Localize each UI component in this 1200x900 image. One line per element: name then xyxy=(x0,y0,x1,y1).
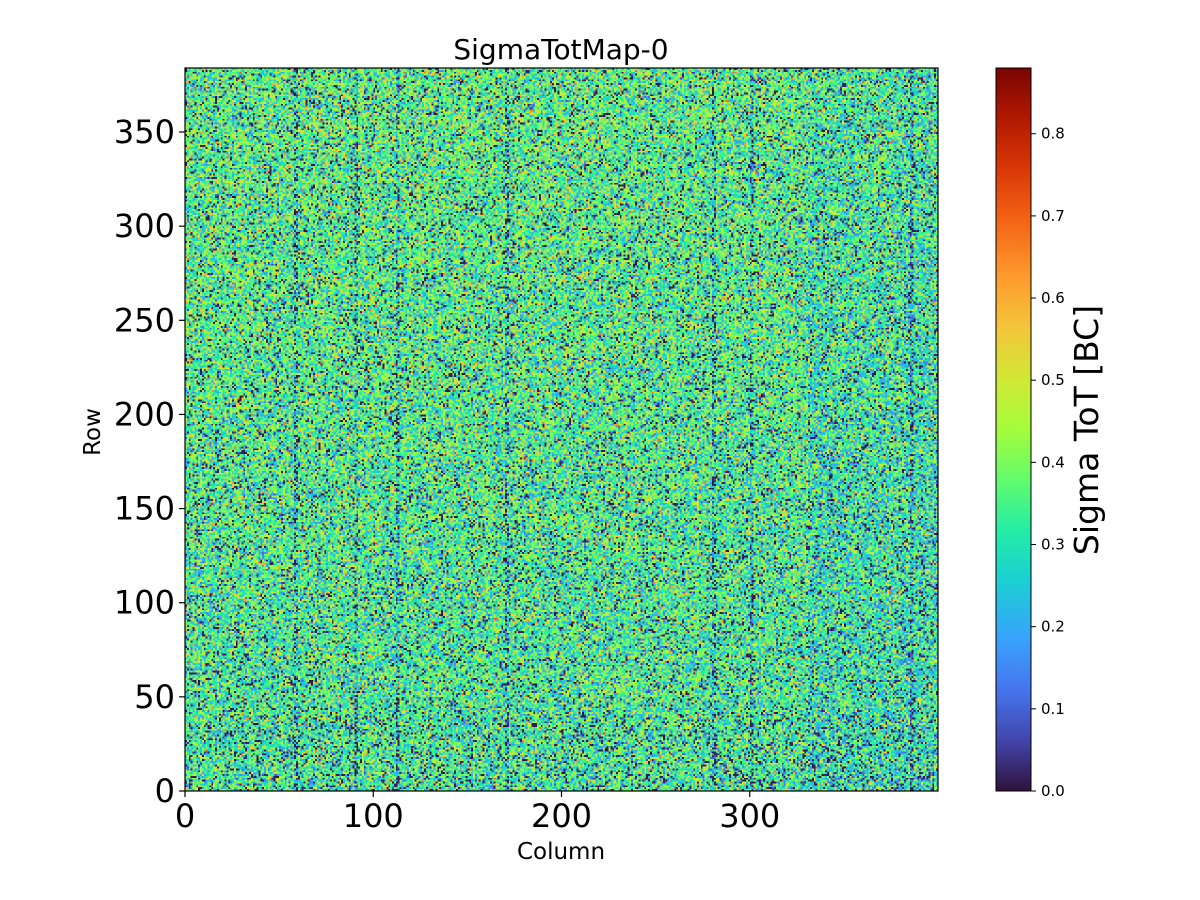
colorbar-tick-label: 0.5 xyxy=(1041,371,1065,389)
colorbar-tick-label: 0.8 xyxy=(1041,125,1065,143)
chart-title: SigmaTotMap-0 xyxy=(453,33,668,66)
x-axis-label: Column xyxy=(517,839,605,865)
colorbar-tick-label: 0.1 xyxy=(1041,700,1065,718)
colorbar-ticks: 0.0 0.1 0.2 0.3 0.4 0.5 0.6 0.7 0.8 xyxy=(1031,125,1065,800)
plot-area xyxy=(184,67,939,792)
y-axis-ticks: 0 50 100 150 200 250 300 350 xyxy=(114,113,185,810)
colorbar-tick-label: 0.7 xyxy=(1041,207,1065,225)
heatmap-image xyxy=(185,68,938,791)
colorbar-gradient xyxy=(995,67,1032,792)
y-tick-label: 250 xyxy=(114,301,175,339)
y-tick-label: 200 xyxy=(114,395,175,433)
colorbar: 0.0 0.1 0.2 0.3 0.4 0.5 0.6 0.7 0.8 Sigma ToT [B… xyxy=(995,67,1106,800)
colorbar-tick-label: 0.6 xyxy=(1041,289,1065,307)
x-tick-label: 300 xyxy=(719,797,780,835)
colorbar-tick-label: 0.0 xyxy=(1041,782,1065,800)
colorbar-tick-label: 0.3 xyxy=(1041,536,1065,554)
x-tick-label: 0 xyxy=(175,797,195,835)
colorbar-tick-label: 0.4 xyxy=(1041,453,1065,471)
colorbar-label: Sigma ToT [BC] xyxy=(1067,305,1106,555)
y-axis-label: Row xyxy=(80,408,106,456)
colorbar-tick-label: 0.2 xyxy=(1041,618,1065,636)
y-tick-label: 0 xyxy=(155,772,175,810)
x-tick-label: 100 xyxy=(343,797,404,835)
y-tick-label: 150 xyxy=(114,490,175,528)
x-tick-label: 200 xyxy=(531,797,592,835)
y-tick-label: 350 xyxy=(114,113,175,151)
y-tick-label: 50 xyxy=(134,678,175,716)
y-tick-label: 100 xyxy=(114,584,175,622)
y-tick-label: 300 xyxy=(114,207,175,245)
x-axis-ticks: 0 100 200 300 xyxy=(175,791,780,835)
